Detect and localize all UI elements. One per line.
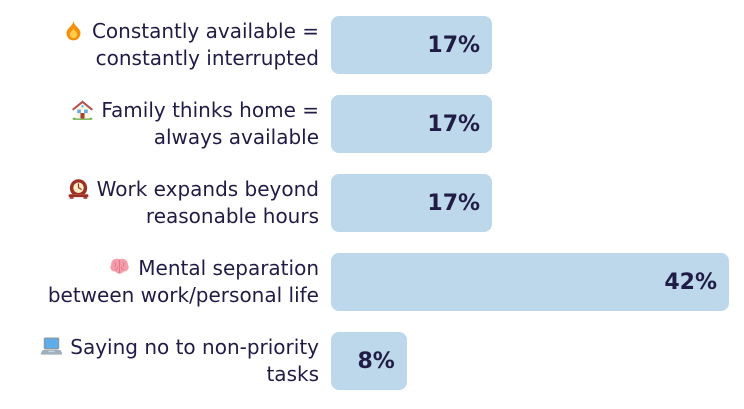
category-label: Work expands beyond reasonable hours — [0, 176, 319, 230]
fire-icon — [62, 19, 85, 42]
label-line-1: Mental separation — [138, 256, 319, 280]
label-line-2: tasks — [266, 362, 319, 386]
chart-row: Family thinks home = always available 17… — [0, 95, 744, 153]
chart-row: Work expands beyond reasonable hours 17% — [0, 174, 744, 232]
label-line-2: between work/personal life — [47, 283, 319, 307]
label-line-2: always available — [153, 125, 319, 149]
value-label: 17% — [427, 190, 481, 216]
chart-row: Mental separation between work/personal … — [0, 253, 744, 311]
bar: 8% — [331, 332, 407, 390]
value-label: 8% — [357, 348, 395, 374]
chart-row: Saying no to non-priority tasks 8% — [0, 332, 744, 390]
value-label: 17% — [427, 111, 481, 137]
value-label: 17% — [427, 32, 481, 58]
bar: 17% — [331, 174, 493, 232]
category-label: Saying no to non-priority tasks — [0, 334, 319, 388]
category-label: Constantly available = constantly interr… — [0, 18, 319, 72]
label-line-2: reasonable hours — [145, 204, 319, 228]
mantel-clock-icon — [67, 177, 90, 200]
chart-row: Constantly available = constantly interr… — [0, 16, 744, 74]
label-line-1: Family thinks home = — [101, 98, 319, 122]
value-label: 42% — [664, 269, 717, 295]
label-line-1: Constantly available = — [91, 19, 319, 43]
label-line-1: Work expands beyond — [96, 177, 319, 201]
bar: 42% — [331, 253, 729, 311]
label-line-1: Saying no to non-priority — [70, 335, 319, 359]
bar: 17% — [331, 95, 493, 153]
category-label: Mental separation between work/personal … — [0, 255, 319, 309]
label-line-2: constantly interrupted — [95, 46, 319, 70]
laptop-icon — [40, 335, 63, 358]
category-label: Family thinks home = always available — [0, 97, 319, 151]
house-icon — [71, 98, 94, 121]
bar-chart: Constantly available = constantly interr… — [0, 16, 744, 390]
brain-icon — [108, 256, 131, 279]
bar: 17% — [331, 16, 493, 74]
